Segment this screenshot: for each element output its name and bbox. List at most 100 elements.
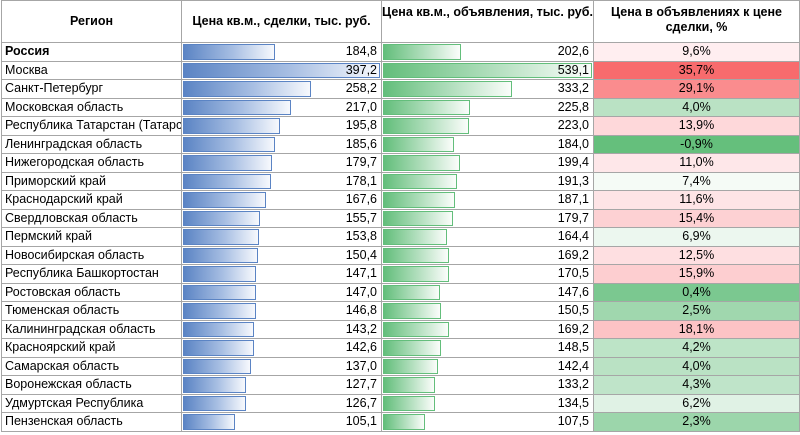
- ad-price-bar: [383, 340, 441, 356]
- region-cell: Россия: [1, 42, 182, 62]
- table-row[interactable]: Нижегородская область 179,7 199,4 11,0%: [1, 153, 800, 173]
- header-ad-price[interactable]: Цена кв.м., объявления, тыс. руб.: [381, 0, 594, 43]
- pct-cell: 4,2%: [593, 338, 800, 358]
- deal-price-value: 153,8: [345, 229, 377, 243]
- deal-price-bar: [183, 44, 275, 60]
- ad-price-bar: [383, 377, 435, 393]
- ad-price-cell: 107,5: [381, 412, 594, 432]
- table-row[interactable]: Ленинградская область 185,6 184,0 -0,9%: [1, 134, 800, 154]
- deal-price-bar: [183, 266, 256, 282]
- ad-price-value: 333,2: [557, 81, 589, 95]
- deal-price-value: 105,1: [345, 414, 377, 428]
- pct-cell: 4,0%: [593, 97, 800, 117]
- ad-price-cell: 191,3: [381, 171, 594, 191]
- table-row[interactable]: Калининградская область 143,2 169,2 18,1%: [1, 319, 800, 339]
- region-cell: Ростовская область: [1, 282, 182, 302]
- table-row[interactable]: Свердловская область 155,7 179,7 15,4%: [1, 208, 800, 228]
- table-row[interactable]: Удмуртская Республика 126,7 134,5 6,2%: [1, 393, 800, 413]
- deal-price-bar: [183, 229, 260, 245]
- region-cell: Московская область: [1, 97, 182, 117]
- table-row[interactable]: Воронежская область 127,7 133,2 4,3%: [1, 375, 800, 395]
- ad-price-value: 107,5: [557, 414, 589, 428]
- deal-price-bar: [183, 155, 273, 171]
- pct-cell: 15,9%: [593, 264, 800, 284]
- ad-price-bar: [383, 303, 442, 319]
- header-region[interactable]: Регион: [1, 0, 182, 43]
- table-row[interactable]: Ростовская область 147,0 147,6 0,4%: [1, 282, 800, 302]
- header-deal-price[interactable]: Цена кв.м., сделки, тыс. руб.: [181, 0, 382, 43]
- table-row[interactable]: Республика Татарстан (Татарстан) 195,8 223…: [1, 116, 800, 136]
- ad-price-value: 148,5: [557, 340, 589, 354]
- ad-price-bar: [383, 136, 455, 152]
- region-cell: Калининградская область: [1, 319, 182, 339]
- ad-price-cell: 333,2: [381, 79, 594, 99]
- pct-cell: 7,4%: [593, 171, 800, 191]
- table-row[interactable]: Россия 184,8 202,6 9,6%: [1, 42, 800, 62]
- pct-cell: 4,0%: [593, 356, 800, 376]
- deal-price-bar: [183, 210, 261, 226]
- deal-price-cell: 179,7: [181, 153, 382, 173]
- table-row[interactable]: Санкт-Петербург 258,2 333,2 29,1%: [1, 79, 800, 99]
- ad-price-cell: 202,6: [381, 42, 594, 62]
- ad-price-value: 179,7: [557, 210, 589, 225]
- region-cell: Нижегородская область: [1, 153, 182, 173]
- table-row[interactable]: Новосибирская область 150,4 169,2 12,5%: [1, 245, 800, 265]
- table-row[interactable]: Пензенская область 105,1 107,5 2,3%: [1, 412, 800, 432]
- pct-cell: 4,3%: [593, 375, 800, 395]
- region-cell: Самарская область: [1, 356, 182, 376]
- deal-price-cell: 142,6: [181, 338, 382, 358]
- deal-price-value: 195,8: [345, 118, 377, 132]
- table-row[interactable]: Приморский край 178,1 191,3 7,4%: [1, 171, 800, 191]
- ad-price-value: 187,1: [557, 192, 589, 206]
- ad-price-value: 147,6: [557, 284, 589, 299]
- table-row[interactable]: Московская область 217,0 225,8 4,0%: [1, 97, 800, 117]
- deal-price-value: 147,1: [345, 266, 377, 280]
- deal-price-bar: [183, 81, 312, 97]
- ad-price-cell: 169,2: [381, 245, 594, 265]
- deal-price-cell: 147,1: [181, 264, 382, 284]
- ad-price-bar: [383, 284, 441, 300]
- ad-price-value: 170,5: [557, 266, 589, 280]
- region-cell: Республика Татарстан (Татарстан): [1, 116, 182, 136]
- pct-cell: 6,9%: [593, 227, 800, 247]
- region-cell: Республика Башкортостан: [1, 264, 182, 284]
- ad-price-value: 134,5: [557, 395, 589, 410]
- deal-price-bar: [183, 358, 251, 374]
- deal-price-cell: 143,2: [181, 319, 382, 339]
- ad-price-bar: [383, 192, 456, 208]
- header-pct[interactable]: Цена в объявлениях к цене сделки, %: [593, 0, 800, 43]
- deal-price-bar: [183, 414, 236, 430]
- ad-price-cell: 199,4: [381, 153, 594, 173]
- ad-price-bar: [383, 44, 462, 60]
- table-row[interactable]: Пермский край 153,8 164,4 6,9%: [1, 227, 800, 247]
- deal-price-cell: 184,8: [181, 42, 382, 62]
- table-row[interactable]: Республика Башкортостан 147,1 170,5 15,9%: [1, 264, 800, 284]
- table-body: Россия 184,8 202,6 9,6% Москва 397,2 539,1 35,7…: [1, 42, 800, 432]
- deal-price-bar: [183, 284, 256, 300]
- region-cell: Новосибирская область: [1, 245, 182, 265]
- table-row[interactable]: Москва 397,2 539,1 35,7%: [1, 60, 800, 80]
- ad-price-cell: 133,2: [381, 375, 594, 395]
- deal-price-cell: 137,0: [181, 356, 382, 376]
- ad-price-value: 225,8: [557, 99, 589, 114]
- deal-price-bar: [183, 340, 254, 356]
- pct-cell: 12,5%: [593, 245, 800, 265]
- deal-price-value: 150,4: [345, 247, 377, 262]
- deal-price-value: 184,8: [345, 44, 377, 58]
- table-row[interactable]: Краснодарский край 167,6 187,1 11,6%: [1, 190, 800, 210]
- ad-price-value: 184,0: [557, 136, 589, 151]
- region-cell: Москва: [1, 60, 182, 80]
- deal-price-value: 137,0: [345, 358, 377, 373]
- table-row[interactable]: Тюменская область 146,8 150,5 2,5%: [1, 301, 800, 321]
- region-cell: Воронежская область: [1, 375, 182, 395]
- ad-price-bar: [383, 99, 471, 115]
- ad-price-cell: 164,4: [381, 227, 594, 247]
- ad-price-bar: [383, 395, 436, 411]
- ad-price-bar: [383, 247, 449, 263]
- deal-price-value: 143,2: [345, 321, 377, 336]
- table-row[interactable]: Красноярский край 142,6 148,5 4,2%: [1, 338, 800, 358]
- deal-price-value: 147,0: [345, 284, 377, 299]
- deal-price-bar: [183, 395, 246, 411]
- ad-price-bar: [383, 62, 592, 78]
- table-row[interactable]: Самарская область 137,0 142,4 4,0%: [1, 356, 800, 376]
